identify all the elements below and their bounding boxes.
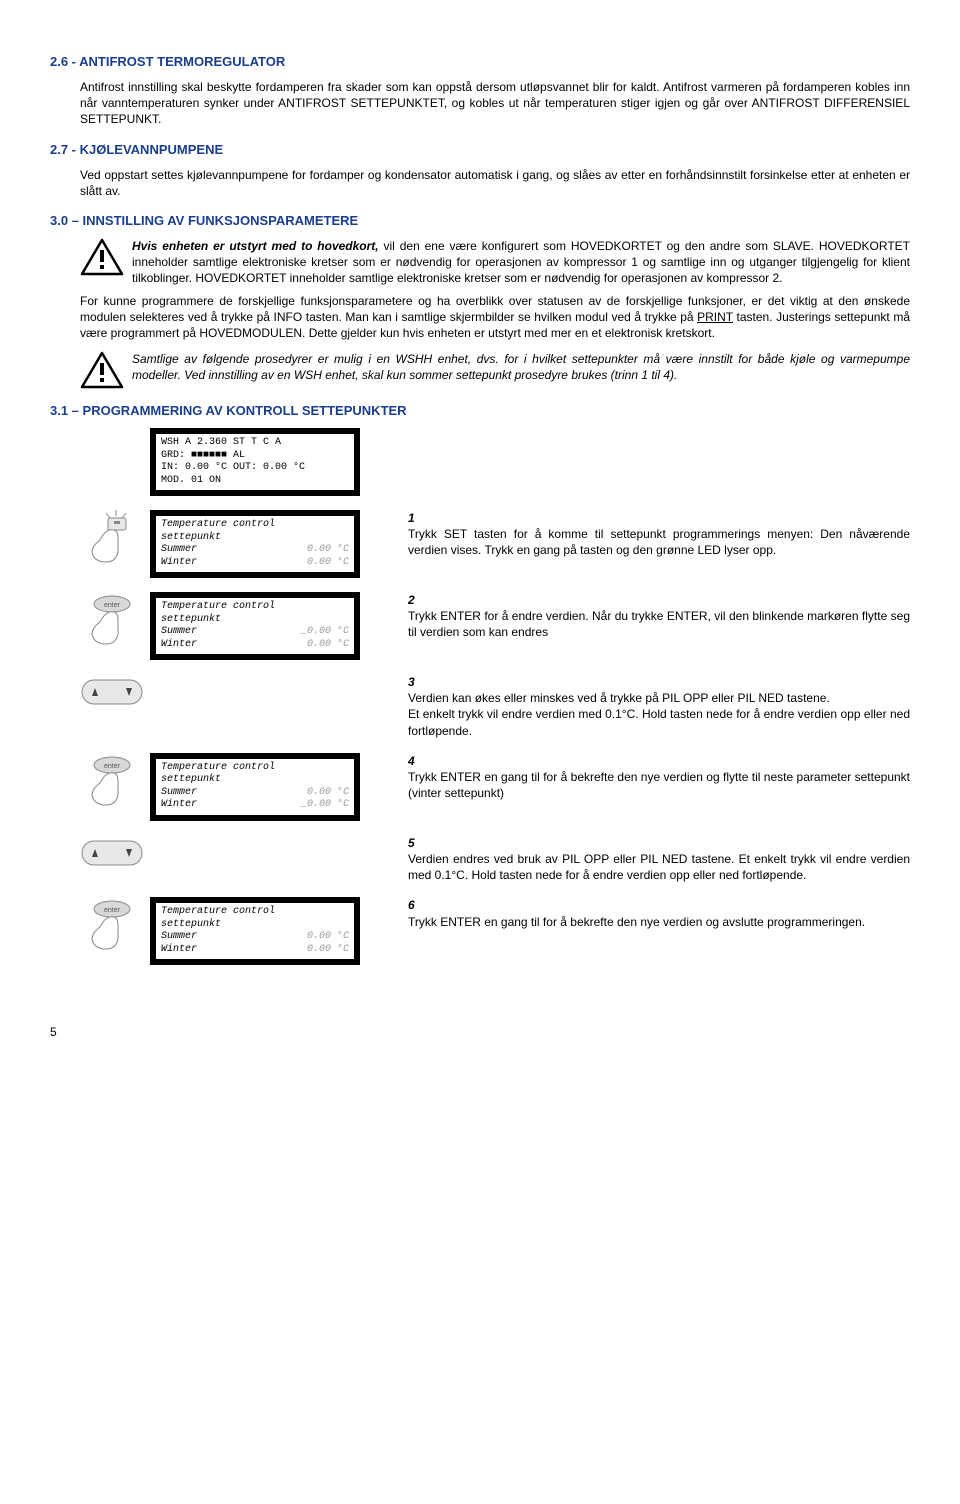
lcd-line-4: MOD. 01 ON: [161, 475, 349, 488]
section-3-0-p2: For kunne programmere de forskjellige fu…: [80, 293, 910, 342]
arrow-buttons-icon: [80, 835, 150, 871]
lcd-sub: settepunkt: [161, 919, 349, 932]
lcd-sub: settepunkt: [161, 774, 349, 787]
lcd-title: Temperature control: [161, 762, 349, 775]
lcd-sub: settepunkt: [161, 614, 349, 627]
section-2-7-text: Ved oppstart settes kjølevannpumpene for…: [80, 167, 910, 199]
lcd-winter-label: Winter: [161, 944, 197, 957]
step-1-text: Trykk SET tasten for å komme til settepu…: [408, 526, 910, 558]
lcd-summer-val: 0.00 °C: [307, 931, 349, 944]
section-2-6-heading: 2.6 - ANTIFROST TERMOREGULATOR: [50, 54, 910, 69]
lcd-setpoint-display: Temperature control settepunkt Summer _0.…: [150, 592, 360, 660]
lcd-summer-val: _0.00 °C: [301, 626, 349, 639]
step-1-num: 1: [408, 510, 910, 526]
lcd-title: Temperature control: [161, 601, 349, 614]
lcd-sub: settepunkt: [161, 532, 349, 545]
lcd-status-display: WSH A 2.360 ST T C A GRD: ■■■■■■ AL IN: …: [150, 428, 360, 496]
section-3-1-heading: 3.1 – PROGRAMMERING AV KONTROLL SETTEPUN…: [50, 403, 910, 418]
lcd-setpoint-display: Temperature control settepunkt Summer 0.0…: [150, 897, 360, 965]
lcd-winter-label: Winter: [161, 639, 197, 652]
lcd-summer-label: Summer: [161, 931, 197, 944]
svg-text:enter: enter: [104, 602, 121, 609]
lcd-title: Temperature control: [161, 906, 349, 919]
lcd-winter-val: _0.00 °C: [301, 799, 349, 812]
lcd-summer-val: 0.00 °C: [307, 544, 349, 557]
lcd-summer-label: Summer: [161, 787, 197, 800]
warning-icon: [80, 351, 124, 389]
set-button-icon: [80, 510, 150, 570]
section-3-0-warn1: Hvis enheten er utstyrt med to hovedkort…: [132, 238, 910, 287]
enter-button-icon: enter: [80, 753, 150, 813]
warning-icon: [80, 238, 124, 276]
section-3-0-heading: 3.0 – INNSTILLING AV FUNKSJONSPARAMETERE: [50, 213, 910, 228]
warn1-bold: Hvis enheten er utstyrt med to hovedkort…: [132, 239, 379, 253]
lcd-line-1: WSH A 2.360 ST T C A: [161, 437, 349, 450]
lcd-summer-val: 0.00 °C: [307, 787, 349, 800]
step-6-text: Trykk ENTER en gang til for å bekrefte d…: [408, 914, 910, 930]
p2-print: PRINT: [697, 310, 733, 324]
lcd-winter-val: 0.00 °C: [307, 557, 349, 570]
lcd-winter-val: 0.00 °C: [307, 639, 349, 652]
section-2-6-text: Antifrost innstilling skal beskytte ford…: [80, 79, 910, 128]
step-3-num: 3: [408, 674, 910, 690]
svg-text:enter: enter: [104, 907, 121, 914]
lcd-line-2: GRD: ■■■■■■ AL: [161, 450, 349, 463]
step-4-num: 4: [408, 753, 910, 769]
step-4-text: Trykk ENTER en gang til for å bekrefte d…: [408, 769, 910, 801]
lcd-line-3: IN: 0.00 °C OUT: 0.00 °C: [161, 462, 349, 475]
lcd-setpoint-display: Temperature control settepunkt Summer 0.0…: [150, 753, 360, 821]
enter-button-icon: enter: [80, 897, 150, 957]
step-5-num: 5: [408, 835, 910, 851]
lcd-setpoint-display: Temperature control settepunkt Summer 0.0…: [150, 510, 360, 578]
lcd-winter-label: Winter: [161, 557, 197, 570]
section-3-0-warn2: Samtlige av følgende prosedyrer er mulig…: [132, 351, 910, 383]
lcd-summer-label: Summer: [161, 544, 197, 557]
step-2-text: Trykk ENTER for å endre verdien. Når du …: [408, 608, 910, 640]
page-number: 5: [50, 1025, 910, 1039]
step-6-num: 6: [408, 897, 910, 913]
step-5-text: Verdien endres ved bruk av PIL OPP eller…: [408, 851, 910, 883]
lcd-winter-label: Winter: [161, 799, 197, 812]
arrow-buttons-icon: [80, 674, 150, 710]
section-2-7-heading: 2.7 - KJØLEVANNPUMPENE: [50, 142, 910, 157]
step-2-num: 2: [408, 592, 910, 608]
lcd-summer-label: Summer: [161, 626, 197, 639]
svg-text:enter: enter: [104, 763, 121, 770]
enter-button-icon: enter: [80, 592, 150, 652]
step-3-text: Verdien kan økes eller minskes ved å try…: [408, 690, 910, 739]
lcd-winter-val: 0.00 °C: [307, 944, 349, 957]
lcd-title: Temperature control: [161, 519, 349, 532]
